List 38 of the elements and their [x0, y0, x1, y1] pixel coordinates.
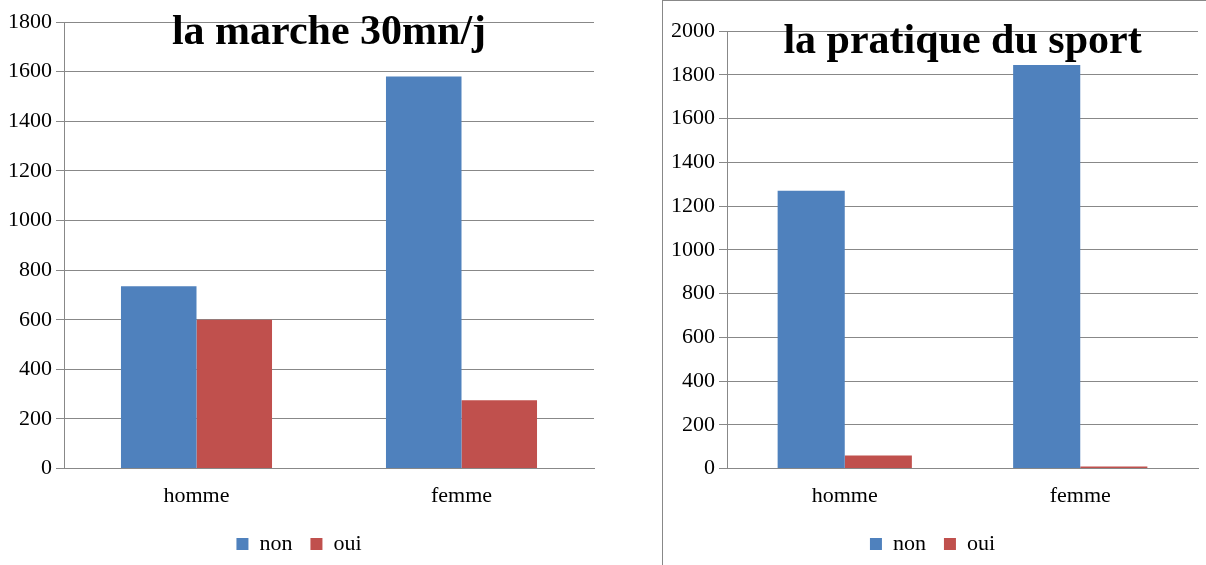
y-tick-label: 400 — [682, 366, 715, 392]
y-tick-label: 200 — [682, 410, 715, 436]
y-tick-label: 1200 — [671, 191, 715, 217]
legend-label: oui — [333, 529, 362, 555]
y-tick-label: 1200 — [8, 156, 52, 182]
legend-label: non — [259, 529, 293, 555]
y-tick-label: 600 — [682, 323, 715, 349]
y-tick-label: 1800 — [8, 7, 52, 33]
y-tick-label: 1400 — [8, 107, 52, 133]
legend-label: oui — [966, 529, 996, 555]
y-tick-label: 0 — [704, 454, 715, 480]
chart-title: la pratique du sport — [783, 16, 1142, 62]
x-tick-label: femme — [430, 481, 493, 507]
bar — [196, 319, 273, 469]
bar — [1013, 64, 1081, 469]
y-tick-label: 200 — [19, 404, 52, 430]
y-tick-label: 1600 — [671, 104, 715, 130]
y-tick-label: 400 — [19, 355, 52, 381]
y-tick-label: 800 — [682, 279, 715, 305]
y-tick-label: 1800 — [671, 60, 715, 86]
bar — [385, 76, 462, 469]
y-tick-label: 800 — [19, 255, 52, 281]
y-tick-label: 1400 — [671, 148, 715, 174]
y-tick-label: 600 — [19, 305, 52, 331]
bar — [844, 455, 912, 469]
bar — [461, 400, 538, 469]
x-tick-label: homme — [163, 481, 230, 507]
y-tick-label: 1600 — [8, 57, 52, 83]
y-tick-label: 2000 — [671, 16, 715, 42]
bar — [120, 286, 197, 469]
x-tick-label: homme — [811, 481, 878, 507]
x-tick-label: femme — [1049, 481, 1111, 507]
legend-label: non — [892, 529, 926, 555]
bar — [777, 190, 845, 469]
y-tick-label: 0 — [41, 454, 52, 480]
y-tick-label: 1000 — [671, 235, 715, 261]
chart-title: la marche 30mn/j — [171, 7, 487, 53]
y-tick-label: 1000 — [8, 206, 52, 232]
